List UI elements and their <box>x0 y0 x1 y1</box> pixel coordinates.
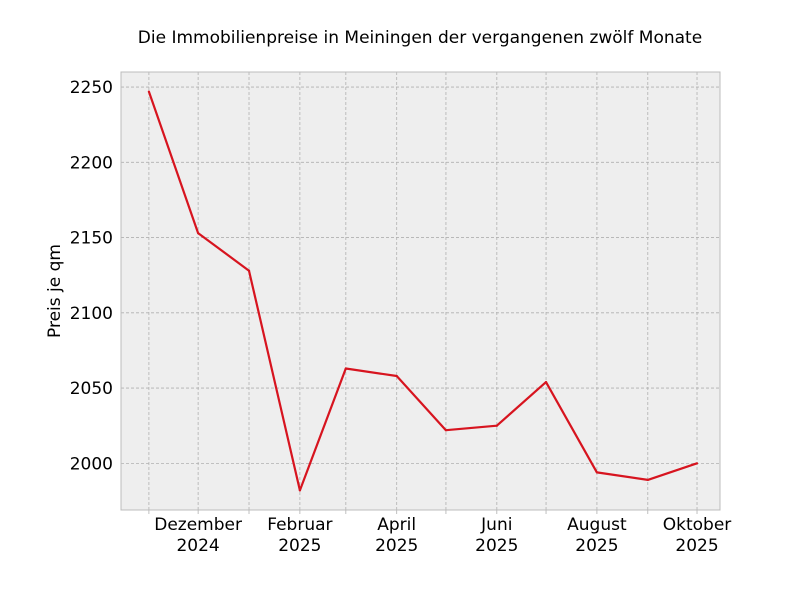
series-layer <box>147 90 699 492</box>
x-tick-label-3-line-0: Juni <box>480 515 512 535</box>
data-point-0-0 <box>147 90 150 93</box>
axis-ticks <box>148 510 698 514</box>
y-tick-label-3: 2150 <box>70 229 113 249</box>
y-tick-label-1: 2050 <box>70 379 113 399</box>
data-point-0-5 <box>395 374 398 378</box>
y-axis-tick-labels: 2000 2050 2100 2150 2200 2250 <box>70 78 113 474</box>
y-tick-label-5: 2250 <box>70 78 113 98</box>
x-tick-label-3-line-1: 2025 <box>475 536 518 556</box>
x-tick-label-0-line-1: 2024 <box>176 536 219 556</box>
y-tick-label-0: 2000 <box>70 454 113 474</box>
x-tick-label-3: Juni 2025 <box>475 515 518 556</box>
y-tick-label-2: 2100 <box>70 304 113 324</box>
x-tick-label-0-line-0: Dezember <box>154 515 242 535</box>
data-point-0-9 <box>595 471 599 474</box>
chart-title: Die Immobilienpreise in Meiningen der ve… <box>138 28 702 48</box>
x-tick-label-2-line-0: April <box>377 515 416 535</box>
plot-frame <box>120 71 721 511</box>
x-tick-label-2: April 2025 <box>375 515 418 556</box>
x-tick-label-0: Dezember 2024 <box>154 515 242 556</box>
x-tick-label-4: August 2025 <box>567 515 627 556</box>
x-tick-label-1: Februar 2025 <box>267 515 332 556</box>
x-tick-label-4-line-0: August <box>567 515 627 535</box>
data-point-0-2 <box>247 269 251 272</box>
data-point-0-8 <box>544 380 548 384</box>
x-tick-label-1-line-1: 2025 <box>278 536 321 556</box>
x-tick-label-5-line-1: 2025 <box>675 536 718 556</box>
y-tick-label-4: 2200 <box>70 153 113 173</box>
data-point-0-4 <box>344 367 347 370</box>
x-tick-label-5: Oktober 2025 <box>663 515 732 556</box>
plot-area <box>121 72 720 510</box>
data-point-0-7 <box>495 424 498 427</box>
x-tick-label-5-line-0: Oktober <box>663 515 732 535</box>
x-tick-label-2-line-1: 2025 <box>375 536 418 556</box>
data-point-0-6 <box>444 429 448 432</box>
data-point-0-10 <box>646 478 649 481</box>
x-tick-label-1-line-0: Februar <box>267 515 332 535</box>
data-point-0-3 <box>298 489 301 492</box>
data-point-0-11 <box>695 462 699 465</box>
grid-lines <box>121 72 720 510</box>
data-point-0-1 <box>197 231 200 235</box>
y-axis-label: Preis je qm <box>45 244 65 338</box>
series-line-0 <box>147 91 698 492</box>
x-tick-label-4-line-1: 2025 <box>575 536 618 556</box>
